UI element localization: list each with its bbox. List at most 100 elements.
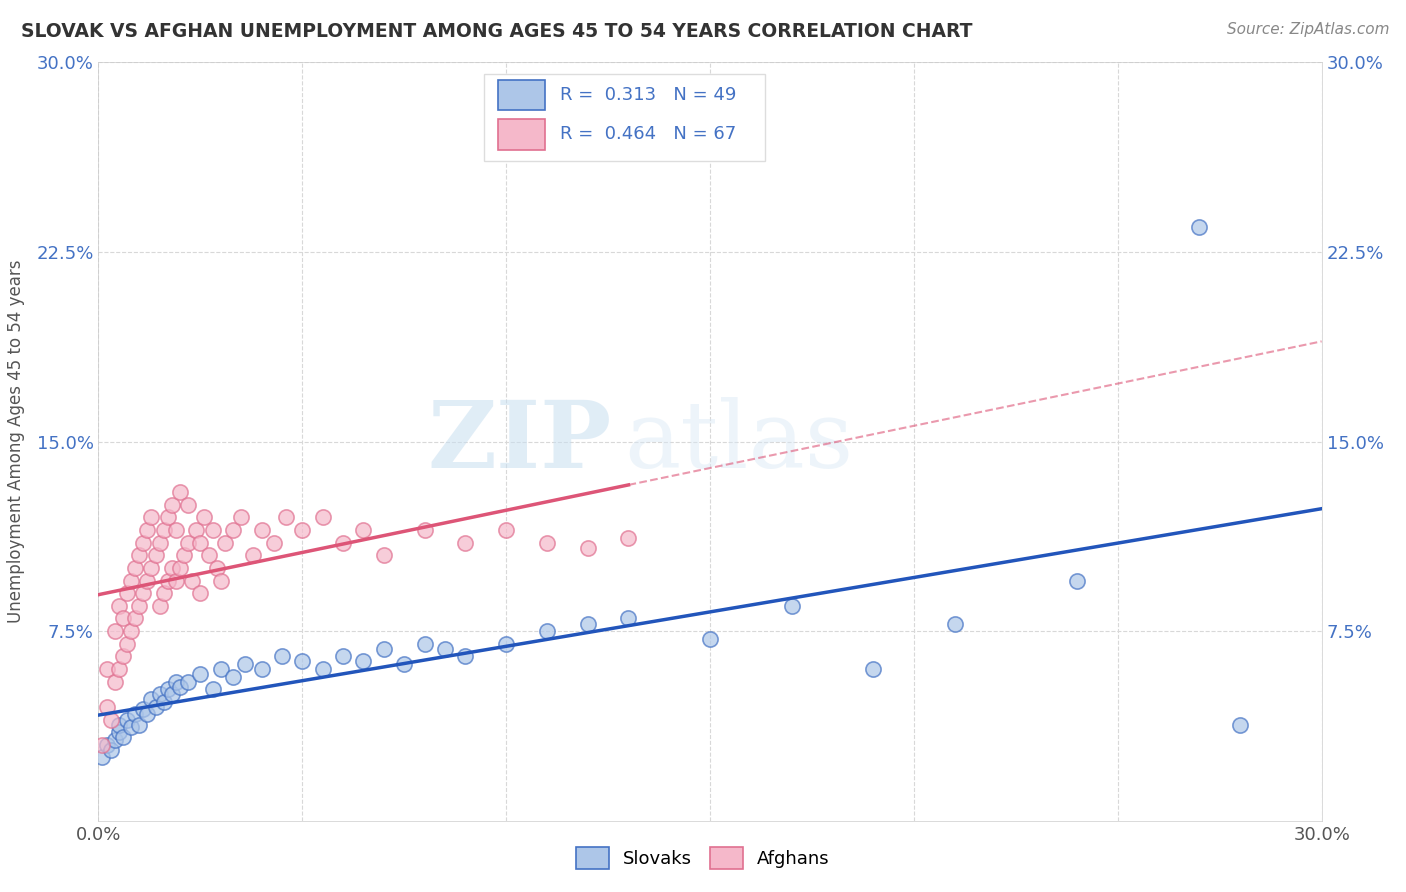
Point — [312, 510, 335, 524]
Point — [413, 637, 436, 651]
Point — [291, 523, 314, 537]
Point — [160, 687, 183, 701]
Point — [104, 624, 127, 639]
Point — [373, 548, 395, 563]
Point — [352, 655, 374, 669]
Point — [124, 611, 146, 625]
Point — [111, 649, 134, 664]
Point — [536, 624, 558, 639]
Point — [1066, 574, 1088, 588]
Y-axis label: Unemployment Among Ages 45 to 54 years: Unemployment Among Ages 45 to 54 years — [7, 260, 25, 624]
Point — [454, 535, 477, 549]
Text: Source: ZipAtlas.com: Source: ZipAtlas.com — [1226, 22, 1389, 37]
Point — [576, 541, 599, 555]
Point — [231, 510, 253, 524]
Point — [169, 485, 191, 500]
Point — [149, 599, 172, 613]
Point — [165, 574, 187, 588]
Point — [188, 586, 212, 600]
Point — [332, 535, 354, 549]
Point — [352, 523, 374, 537]
Point — [156, 574, 179, 588]
Point — [156, 682, 179, 697]
Point — [201, 682, 224, 697]
Point — [177, 535, 200, 549]
Point — [128, 717, 150, 731]
Point — [141, 692, 163, 706]
Point — [576, 616, 599, 631]
Point — [141, 561, 163, 575]
Legend: Slovaks, Afghans: Slovaks, Afghans — [567, 838, 839, 879]
Point — [274, 510, 297, 524]
Point — [209, 574, 232, 588]
Point — [108, 599, 131, 613]
Point — [291, 655, 314, 669]
Point — [132, 702, 155, 716]
Point — [270, 649, 294, 664]
Point — [699, 632, 721, 646]
Point — [141, 510, 163, 524]
Point — [434, 641, 457, 656]
Point — [209, 662, 232, 676]
Point — [120, 720, 142, 734]
Point — [136, 707, 159, 722]
Point — [115, 637, 138, 651]
Point — [617, 611, 640, 625]
Point — [152, 523, 174, 537]
Point — [177, 674, 200, 689]
Point — [165, 523, 187, 537]
Point — [862, 662, 884, 676]
Point — [96, 738, 118, 752]
Point — [96, 662, 118, 676]
Point — [111, 730, 134, 744]
Point — [132, 586, 155, 600]
Point — [177, 498, 200, 512]
Point — [160, 561, 183, 575]
Point — [91, 738, 114, 752]
Point — [115, 713, 138, 727]
Point — [120, 624, 142, 639]
Point — [233, 657, 256, 671]
Point — [392, 657, 416, 671]
FancyBboxPatch shape — [498, 80, 546, 111]
Text: atlas: atlas — [624, 397, 853, 486]
Point — [197, 548, 219, 563]
Point — [780, 599, 803, 613]
Point — [108, 717, 131, 731]
Point — [413, 523, 436, 537]
Point — [222, 523, 245, 537]
Point — [201, 523, 224, 537]
Point — [136, 523, 159, 537]
Point — [152, 695, 174, 709]
Point — [188, 535, 212, 549]
Point — [173, 548, 195, 563]
Point — [156, 510, 179, 524]
Point — [100, 743, 122, 757]
Point — [108, 662, 131, 676]
Point — [149, 687, 172, 701]
Point — [128, 599, 150, 613]
Point — [263, 535, 285, 549]
Text: R =  0.464   N = 67: R = 0.464 N = 67 — [560, 126, 735, 144]
Point — [495, 637, 517, 651]
Point — [104, 732, 127, 747]
Point — [149, 535, 172, 549]
Point — [186, 523, 208, 537]
Point — [1188, 219, 1211, 234]
Text: ZIP: ZIP — [427, 397, 612, 486]
Point — [214, 535, 236, 549]
Point — [115, 586, 138, 600]
Point — [165, 674, 187, 689]
Point — [250, 662, 273, 676]
Text: SLOVAK VS AFGHAN UNEMPLOYMENT AMONG AGES 45 TO 54 YEARS CORRELATION CHART: SLOVAK VS AFGHAN UNEMPLOYMENT AMONG AGES… — [21, 22, 973, 41]
Point — [111, 611, 134, 625]
Point — [250, 523, 273, 537]
Point — [181, 574, 204, 588]
Point — [332, 649, 354, 664]
Point — [136, 574, 159, 588]
Point — [96, 699, 118, 714]
Point — [536, 535, 558, 549]
Point — [222, 669, 245, 683]
Point — [132, 535, 155, 549]
Point — [373, 641, 395, 656]
